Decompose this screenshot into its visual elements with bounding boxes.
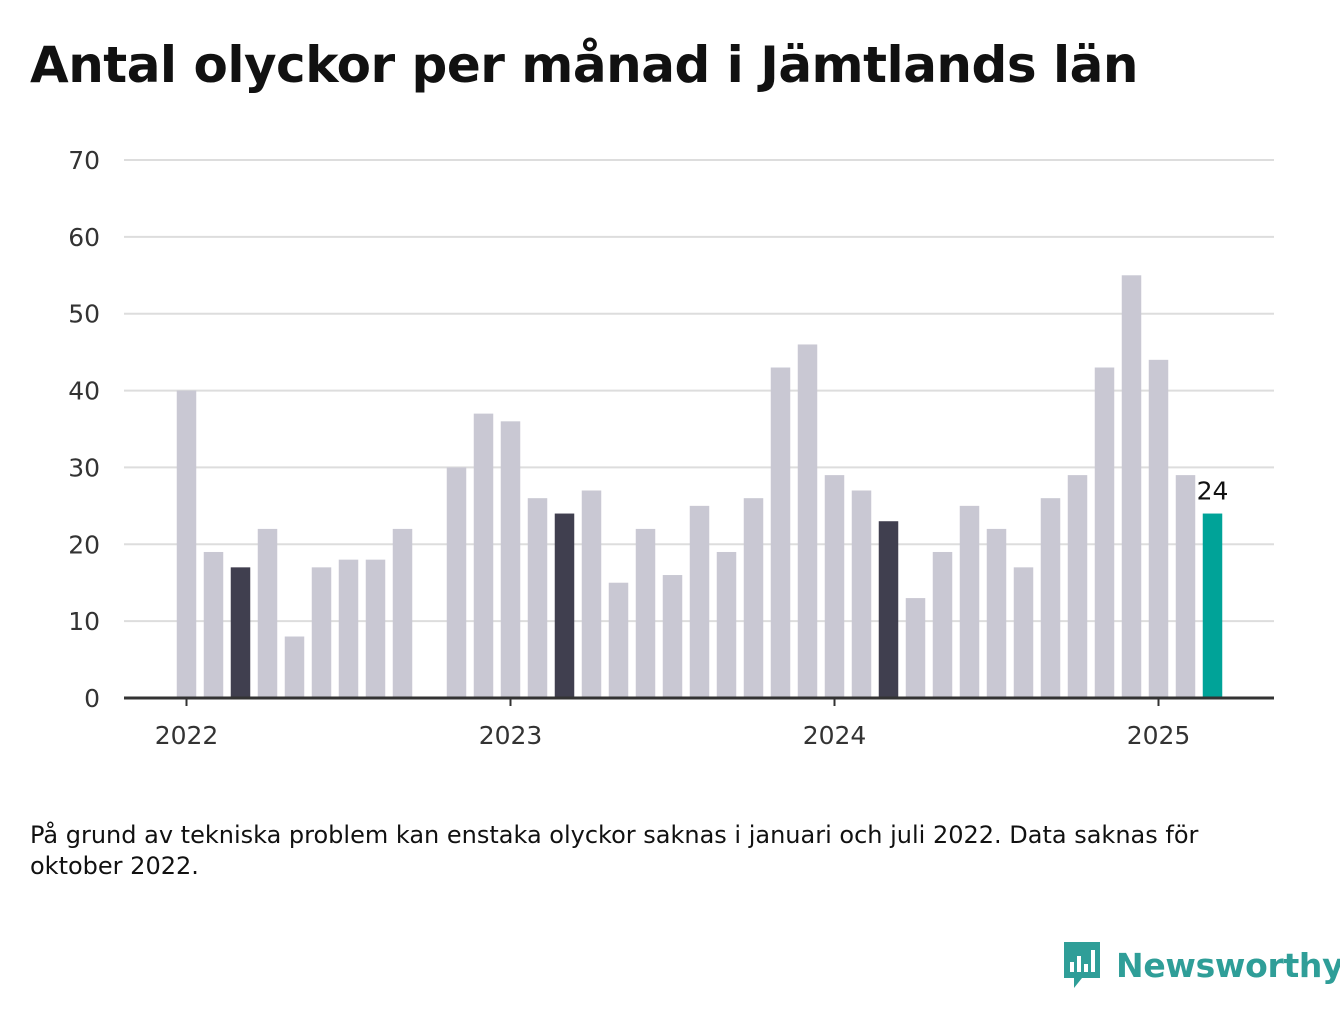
x-tick-label: 2024 [803, 721, 867, 750]
bar-2023-01 [500, 421, 521, 698]
bar-2022-06 [311, 567, 332, 698]
brand-name: Newsworthy [1116, 945, 1340, 985]
bar-2022-03 [230, 567, 251, 698]
footnote: På grund av tekniska problem kan enstaka… [30, 821, 1199, 880]
newsworthy-logo-icon [1062, 940, 1102, 990]
bar-2022-04 [257, 528, 278, 698]
bar-2024-05 [932, 551, 953, 698]
bar-2022-07 [338, 559, 359, 698]
y-tick-label: 10 [68, 607, 100, 636]
bar-2022-12 [473, 413, 494, 698]
y-tick-label: 60 [68, 223, 100, 252]
bar-2025-03 [1202, 513, 1223, 698]
bar-2023-05 [608, 582, 629, 698]
bar-chart: 0 10 20 30 40 50 60 70 2022 2023 2024 2025 24 [68, 146, 1274, 750]
bar-2023-12 [797, 344, 818, 698]
y-tick-label: 40 [68, 377, 100, 406]
bar-2024-02 [851, 490, 872, 698]
y-tick-label: 30 [68, 453, 100, 482]
gridlines [124, 159, 1274, 623]
bar-2023-03 [554, 513, 575, 698]
bar-2024-08 [1013, 567, 1034, 698]
newsworthy-logo[interactable]: Newsworthy [1062, 940, 1340, 990]
bar-2024-01 [824, 475, 845, 698]
bar-2023-02 [527, 498, 548, 698]
bar-2023-08 [689, 505, 710, 698]
bar-2023-04 [581, 490, 602, 698]
bar-2023-07 [662, 575, 683, 698]
x-axis-labels: 2022 2023 2024 2025 [155, 721, 1191, 750]
bar-2022-09 [392, 528, 413, 698]
bar-2022-01 [176, 390, 197, 698]
data-label: 24 [1197, 477, 1229, 506]
bar-2024-04 [905, 598, 926, 698]
bar-2022-02 [203, 551, 224, 698]
bar-2024-03 [878, 521, 899, 698]
y-axis-labels: 0 10 20 30 40 50 60 70 [68, 146, 100, 713]
bar-2024-10 [1067, 475, 1088, 698]
bar-2024-06 [959, 505, 980, 698]
y-tick-label: 20 [68, 530, 100, 559]
x-tick-label: 2023 [479, 721, 543, 750]
bar-2025-02 [1175, 475, 1196, 698]
bar-2023-06 [635, 528, 656, 698]
bars [176, 275, 1223, 698]
bar-2024-09 [1040, 498, 1061, 698]
bar-2023-11 [770, 367, 791, 698]
y-tick-label: 0 [84, 684, 100, 713]
bar-2025-01 [1148, 359, 1169, 698]
bar-2023-10 [743, 498, 764, 698]
bar-2024-07 [986, 528, 1007, 698]
x-tick-label: 2022 [155, 721, 219, 750]
y-tick-label: 50 [68, 300, 100, 329]
bar-2023-09 [716, 551, 737, 698]
bar-2022-05 [284, 636, 305, 698]
data-labels: 24 [1195, 475, 1231, 508]
bar-2022-08 [365, 559, 386, 698]
x-tick-label: 2025 [1127, 721, 1191, 750]
y-tick-label: 70 [68, 146, 100, 175]
x-axis [124, 696, 1274, 706]
bar-2024-12 [1121, 275, 1142, 698]
bar-2024-11 [1094, 367, 1115, 698]
chart-title: Antal olyckor per månad i Jämtlands län [30, 36, 1138, 94]
bar-2022-11 [446, 467, 467, 698]
